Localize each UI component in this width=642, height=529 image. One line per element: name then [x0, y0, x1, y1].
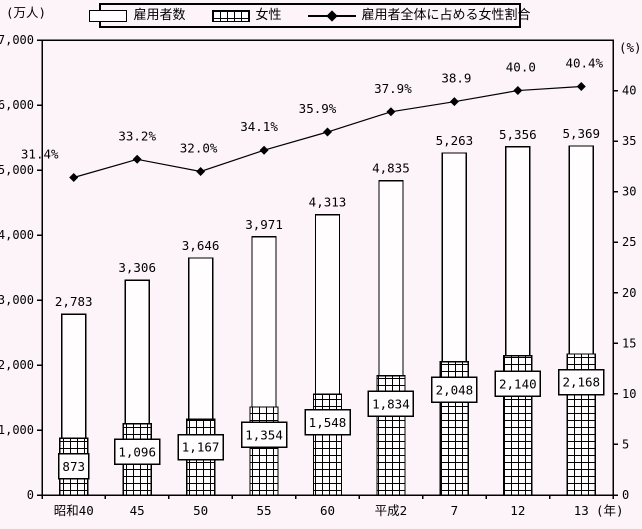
female-value-label: 1,548: [309, 415, 347, 430]
trend-point: [513, 86, 523, 96]
trend-point-label: 40.0: [506, 60, 536, 75]
female-value-box: [177, 433, 224, 461]
right-axis-tick-label: 35: [622, 134, 636, 148]
trend-point-label: 33.2%: [118, 128, 156, 143]
right-axis-tick-label: 0: [622, 488, 629, 502]
trend-point: [576, 82, 586, 92]
female-value-box: [304, 409, 351, 436]
female-value-box: [240, 421, 288, 449]
female-value-box: [113, 438, 161, 466]
female-value-box: [57, 453, 90, 480]
trend-point-label: 32.0%: [180, 140, 218, 155]
legend-swatch-white-bar: [89, 9, 128, 22]
x-axis-category-label: 60: [320, 503, 335, 518]
right-axis-tick-label: 30: [622, 185, 636, 199]
left-axis-tick-label: 4,000: [0, 228, 34, 242]
legend-item-female-ratio: 雇用者全体に占める女性割合: [307, 8, 531, 23]
female-value-box: [558, 368, 605, 396]
bar-total-value-label: 4,835: [372, 161, 410, 176]
bar-total-value-label: 5,263: [436, 133, 474, 148]
bar-total-value-label: 3,971: [245, 217, 283, 232]
legend-label-female-ratio: 雇用者全体に占める女性割合: [361, 8, 531, 23]
left-axis-tick-label: 6,000: [0, 98, 34, 112]
x-axis-category-label: 13: [574, 503, 589, 518]
left-axis-title: (万人): [6, 5, 46, 20]
female-value-label: 1,834: [372, 396, 410, 411]
left-axis-tick-label: 0: [27, 488, 34, 502]
bar-total-value-label: 5,369: [562, 126, 600, 141]
left-axis-tick-label: 7,000: [0, 33, 34, 47]
female-value-label: 1,096: [118, 444, 156, 459]
trend-point-label: 35.9%: [299, 101, 337, 116]
left-axis-tick-label: 5,000: [0, 163, 34, 177]
left-axis-tick-label: 1,000: [0, 423, 34, 437]
trend-point: [69, 173, 79, 183]
x-axis-category-label: 昭和40: [54, 503, 94, 518]
trend-point: [449, 97, 459, 107]
female-value-label: 1,354: [245, 427, 283, 442]
x-axis-category-label: 55: [257, 503, 272, 518]
legend-item-women: 女性: [211, 8, 282, 23]
right-axis-tick-label: 25: [622, 235, 636, 249]
bar-total-value-label: 3,646: [182, 238, 220, 253]
left-axis-tick-label: 3,000: [0, 293, 34, 307]
right-axis-tick-label: 20: [622, 286, 636, 300]
legend-label-employees: 雇用者数: [133, 8, 186, 23]
x-axis-category-label: 平成2: [375, 503, 408, 518]
female-value-box: [494, 370, 542, 398]
legend-swatch-line-diamond: [307, 9, 356, 22]
trend-point-label: 34.1%: [240, 119, 278, 134]
bar-female: [249, 406, 279, 496]
trend-point-label: 37.9%: [374, 81, 412, 96]
trend-point: [386, 107, 396, 117]
right-axis-title: (%): [619, 40, 642, 55]
trend-point: [259, 145, 269, 155]
right-axis-tick-label: 15: [622, 336, 636, 350]
legend: 雇用者数 女性 雇用者全体に占める女性割合: [89, 3, 531, 28]
female-value-box: [367, 390, 415, 418]
left-axis-tick-label: 2,000: [0, 358, 34, 372]
female-value-label: 2,140: [499, 376, 537, 391]
female-value-label: 873: [62, 459, 85, 474]
trend-point: [196, 166, 206, 176]
female-value-label: 2,168: [562, 375, 600, 390]
x-axis-unit-label: (年): [596, 503, 624, 518]
legend-swatch-hatched-bar: [211, 9, 250, 22]
right-axis-tick-label: 10: [622, 387, 636, 401]
female-value-label: 2,048: [436, 382, 474, 397]
trend-point-label: 38.9: [441, 71, 471, 86]
trend-point: [323, 127, 332, 137]
x-axis-category-label: 45: [130, 503, 145, 518]
bar-total-value-label: 5,356: [499, 127, 537, 142]
legend-item-employees: 雇用者数: [89, 8, 186, 23]
bar-total-value-label: 2,783: [55, 294, 93, 309]
female-value-box: [431, 376, 478, 404]
x-axis-category-label: 50: [193, 503, 208, 518]
right-axis-tick-label: 40: [622, 84, 636, 98]
trend-point-label: 31.4%: [21, 147, 59, 162]
trend-point: [132, 154, 142, 164]
legend-label-women: 女性: [255, 8, 282, 23]
right-axis-tick-label: 5: [622, 437, 629, 451]
x-axis-category-label: 7: [451, 503, 459, 518]
trend-point-label: 40.4%: [565, 56, 603, 71]
bar-total-value-label: 3,306: [118, 260, 156, 275]
bar-total-value-label: 4,313: [309, 195, 347, 210]
female-value-label: 1,167: [182, 440, 220, 455]
x-axis-category-label: 12: [510, 503, 525, 518]
